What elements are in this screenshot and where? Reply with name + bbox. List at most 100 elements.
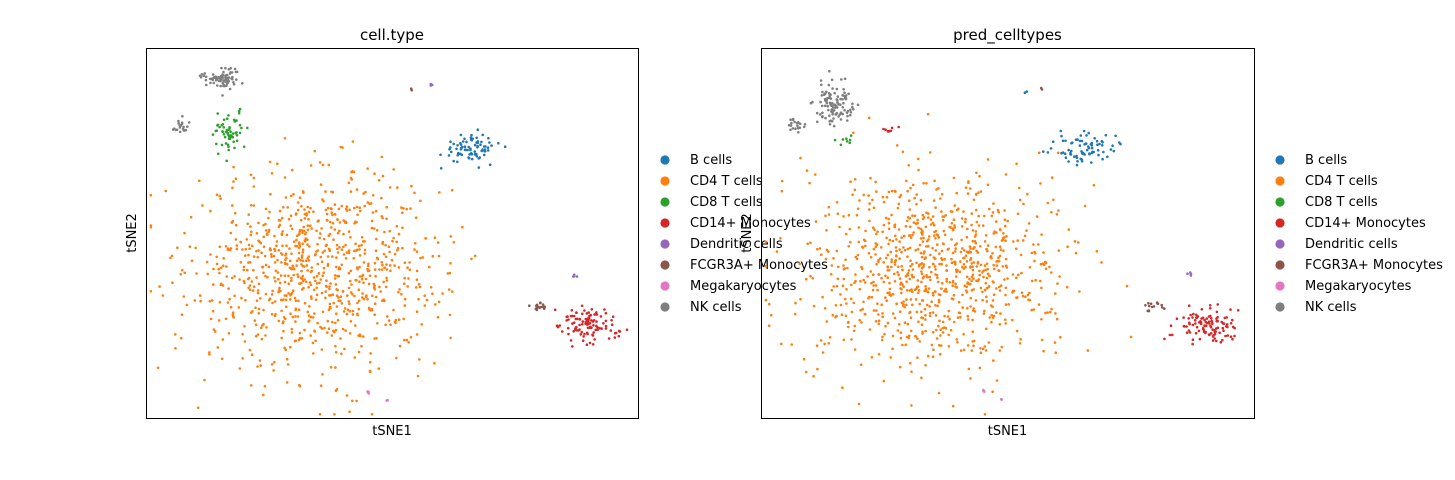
data-point — [395, 240, 399, 244]
data-point — [881, 195, 885, 199]
data-point — [333, 228, 337, 231]
data-point — [488, 163, 492, 166]
data-point — [335, 388, 339, 391]
data-point — [381, 263, 384, 267]
data-point — [257, 249, 261, 252]
data-point — [303, 240, 307, 243]
data-point — [199, 299, 202, 303]
data-point — [176, 246, 179, 249]
data-point — [992, 263, 995, 267]
data-point — [953, 260, 956, 264]
data-point — [419, 199, 422, 203]
data-point — [326, 264, 330, 268]
data-point — [228, 87, 232, 91]
data-point — [1147, 302, 1150, 305]
data-point — [1019, 338, 1022, 341]
data-point — [395, 356, 398, 360]
data-point — [258, 240, 261, 244]
data-point — [327, 234, 331, 238]
data-point — [298, 243, 301, 246]
data-point — [227, 79, 230, 83]
data-point — [270, 293, 274, 296]
data-point — [296, 201, 300, 204]
data-point — [900, 250, 903, 254]
data-point — [308, 281, 312, 284]
data-point — [847, 325, 850, 329]
data-point — [280, 216, 284, 220]
data-point — [995, 311, 998, 314]
data-point — [930, 300, 933, 304]
data-point — [180, 122, 184, 126]
data-point — [917, 320, 920, 324]
data-point — [898, 257, 901, 260]
data-point — [283, 346, 286, 350]
data-point — [916, 248, 920, 251]
data-point — [334, 321, 337, 325]
data-point — [248, 284, 252, 287]
data-point — [864, 229, 867, 233]
data-point — [415, 278, 419, 282]
data-point — [1188, 321, 1191, 325]
data-point — [1073, 240, 1077, 243]
data-point — [178, 130, 182, 134]
data-point — [875, 190, 878, 193]
data-point — [174, 347, 177, 350]
data-point — [937, 391, 941, 395]
data-point — [890, 189, 894, 193]
data-point — [970, 275, 974, 279]
data-point — [796, 124, 799, 128]
data-point — [804, 370, 808, 374]
data-point — [316, 321, 319, 325]
data-point — [247, 213, 250, 216]
data-point — [339, 145, 343, 149]
data-point — [582, 335, 585, 338]
data-point — [600, 327, 603, 330]
data-point — [1086, 349, 1090, 352]
data-point — [837, 115, 840, 118]
data-point — [247, 261, 250, 264]
data-point — [842, 268, 846, 271]
data-point — [486, 149, 490, 152]
data-point — [992, 359, 995, 362]
data-point — [348, 279, 352, 283]
data-point — [1055, 213, 1059, 216]
data-point — [368, 369, 372, 373]
data-point — [834, 104, 838, 108]
data-point — [1016, 239, 1019, 242]
data-point — [373, 268, 377, 271]
data-point — [1216, 303, 1219, 306]
data-point — [1077, 241, 1080, 244]
data-point — [798, 262, 801, 266]
data-point — [212, 328, 216, 331]
data-point — [933, 265, 937, 268]
data-point — [875, 309, 878, 312]
data-point — [341, 290, 345, 293]
data-point — [1039, 86, 1043, 90]
data-point — [255, 276, 258, 279]
data-point — [878, 257, 882, 260]
data-point — [233, 146, 236, 150]
chart-title: cell.type — [360, 26, 424, 44]
data-point — [955, 270, 958, 274]
data-point — [203, 378, 206, 382]
data-point — [225, 128, 229, 132]
data-point — [481, 148, 484, 151]
data-point — [950, 238, 953, 241]
data-point — [920, 310, 923, 314]
data-point — [463, 148, 467, 151]
data-point — [1080, 158, 1083, 161]
data-point — [321, 163, 325, 167]
data-point — [909, 259, 912, 263]
data-point — [149, 290, 153, 293]
data-point — [898, 277, 902, 280]
data-point — [899, 336, 903, 340]
data-point — [1203, 324, 1206, 327]
data-point — [1085, 148, 1089, 152]
data-point — [841, 386, 844, 390]
data-point — [226, 77, 230, 81]
data-point — [596, 326, 599, 329]
data-point — [402, 317, 406, 321]
data-point — [397, 232, 401, 236]
data-point — [304, 259, 308, 263]
